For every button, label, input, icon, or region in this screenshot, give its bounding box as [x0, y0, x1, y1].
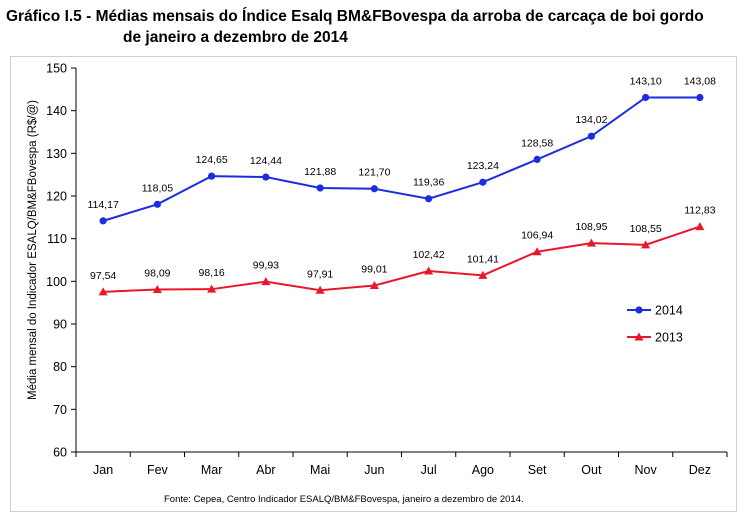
legend-marker-2014	[635, 306, 643, 314]
data-point-2013	[424, 266, 434, 275]
chart-title-line1: Gráfico I.5 - Médias mensais do Índice E…	[6, 8, 704, 25]
series-line-2013	[103, 225, 701, 293]
data-label-2014: 121,70	[358, 167, 390, 179]
data-label-2014: 121,88	[304, 166, 336, 178]
data-label-2013: 97,54	[90, 270, 116, 282]
data-point-2014	[153, 200, 161, 208]
data-point-2014	[370, 185, 378, 193]
data-point-2013	[369, 281, 379, 290]
data-label-2014: 134,02	[575, 114, 607, 126]
chart-title: Gráfico I.5 - Médias mensais do Índice E…	[6, 6, 741, 48]
x-tick-label: Jan	[93, 463, 113, 477]
y-tick-label: 70	[53, 403, 67, 417]
y-tick-label: 90	[53, 318, 67, 332]
data-point-2014	[262, 173, 270, 181]
data-point-2013	[207, 284, 217, 293]
data-point-2013	[478, 270, 488, 279]
data-point-2013	[586, 238, 596, 247]
x-tick-label: Jul	[421, 463, 437, 477]
data-point-2014	[533, 155, 541, 163]
x-tick-label: Set	[528, 463, 547, 477]
y-tick-label: 140	[46, 104, 67, 118]
x-tick-label: Out	[581, 463, 602, 477]
y-tick-label: 100	[46, 275, 67, 289]
y-tick-label: 60	[53, 446, 67, 460]
data-point-2013	[315, 285, 325, 294]
data-label-2014: 119,36	[413, 177, 444, 189]
data-point-2013	[641, 240, 651, 249]
data-label-2014: 114,17	[87, 199, 118, 211]
data-point-2013	[695, 222, 705, 231]
chart-title-line2: de janeiro a dezembro de 2014	[123, 29, 348, 46]
data-point-2013	[98, 287, 108, 296]
data-label-2014: 143,10	[630, 75, 662, 87]
x-tick-label: Mar	[201, 463, 223, 477]
data-label-2013: 97,91	[307, 268, 333, 280]
data-label-2013: 108,95	[575, 221, 607, 233]
y-tick-label: 150	[46, 62, 67, 76]
data-point-2014	[99, 217, 107, 225]
data-label-2014: 128,58	[521, 137, 553, 149]
data-label-2014: 124,65	[196, 154, 228, 166]
data-label-2014: 143,08	[684, 76, 716, 88]
x-tick-label: Nov	[635, 463, 658, 477]
data-label-2013: 106,94	[521, 230, 553, 242]
data-label-2013: 99,01	[361, 264, 387, 276]
data-label-2013: 98,16	[198, 267, 224, 279]
chart-frame	[10, 56, 737, 512]
data-label-2014: 123,24	[467, 160, 499, 172]
x-tick-label: Abr	[256, 463, 275, 477]
data-label-2013: 102,42	[413, 249, 445, 261]
data-label-2013: 101,41	[467, 253, 499, 265]
x-tick-label: Jun	[364, 463, 384, 477]
x-tick-label: Mai	[310, 463, 330, 477]
y-tick-label: 130	[46, 147, 67, 161]
data-label-2014: 124,44	[250, 155, 282, 167]
x-tick-label: Fev	[147, 463, 169, 477]
data-point-2013	[261, 277, 271, 286]
legend-marker-2013	[634, 332, 644, 341]
data-point-2014	[479, 178, 487, 186]
series-line-2014	[102, 96, 700, 222]
data-point-2014	[425, 195, 433, 203]
y-tick-label: 110	[47, 232, 67, 246]
y-axis-title: Média mensal do Indicador ESALQ/BM&FBove…	[27, 100, 39, 400]
data-label-2013: 112,83	[684, 205, 715, 217]
x-tick-label: Ago	[472, 463, 494, 477]
data-label-2013: 99,93	[253, 260, 279, 272]
data-point-2014	[587, 132, 595, 140]
data-label-2013: 108,55	[630, 223, 662, 235]
x-tick-label: Dez	[689, 463, 711, 477]
data-point-2014	[696, 93, 704, 102]
data-point-2014	[642, 93, 650, 102]
data-point-2014	[316, 184, 324, 192]
y-tick-label: 80	[53, 360, 67, 374]
data-label-2013: 98,09	[144, 267, 170, 279]
data-label-2014: 118,05	[142, 182, 173, 194]
legend-label-2013: 2013	[655, 331, 683, 345]
legend-label-2014: 2014	[655, 304, 683, 318]
source-note: Fonte: Cepea, Centro Indicador ESALQ/BM&…	[164, 494, 524, 505]
y-tick-label: 120	[46, 190, 67, 204]
data-point-2014	[208, 172, 216, 180]
data-point-2013	[532, 247, 542, 256]
data-point-2013	[152, 284, 162, 293]
